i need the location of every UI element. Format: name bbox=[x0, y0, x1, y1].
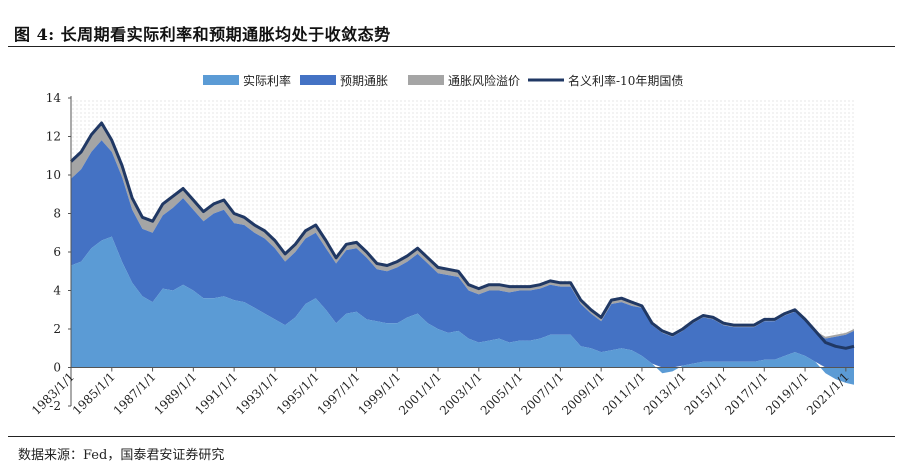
x-tick-label: 2009/1/1 bbox=[559, 370, 607, 418]
legend-swatch bbox=[203, 75, 239, 85]
area-real-rate bbox=[71, 236, 854, 385]
x-tick-label: 2005/1/1 bbox=[478, 370, 526, 418]
nominal-line-layer bbox=[69, 121, 855, 350]
x-tick-label: 2007/1/1 bbox=[518, 370, 566, 418]
x-tick-label: 2013/1/1 bbox=[641, 370, 689, 418]
legend-entry: 实际利率 bbox=[243, 73, 291, 88]
x-tick-label: 2019/1/1 bbox=[763, 370, 811, 418]
y-tick-label: 2 bbox=[53, 322, 61, 336]
x-tick-label: 2011/1/1 bbox=[600, 370, 648, 418]
line-nominal-10y bbox=[69, 121, 855, 350]
title-divider bbox=[8, 46, 895, 47]
x-tick-label: 2015/1/1 bbox=[682, 370, 730, 418]
y-tick-label: -2 bbox=[49, 399, 61, 413]
x-tick-label: 2017/1/1 bbox=[722, 370, 770, 418]
x-axis-ticks: 1983/1/11985/1/11987/1/11989/1/11991/1/1… bbox=[29, 367, 852, 418]
y-tick-label: 8 bbox=[53, 207, 61, 221]
legend-swatch bbox=[408, 75, 444, 85]
x-tick-label: 1997/1/1 bbox=[315, 370, 363, 418]
chart: 实际利率 预期通胀 通胀风险溢价 名义利率-10年期国债 -202468101214 … bbox=[29, 73, 855, 418]
y-axis-ticks: -2 0 2 4 6 8 10 12 14 bbox=[46, 91, 71, 413]
source-note: 数据来源：Fed，国泰君安证券研究 bbox=[18, 448, 225, 463]
x-tick-label: 1995/1/1 bbox=[274, 370, 322, 418]
x-tick-label: 1999/1/1 bbox=[355, 370, 403, 418]
x-tick-label: 2001/1/1 bbox=[396, 370, 444, 418]
legend: 实际利率 预期通胀 通胀风险溢价 名义利率-10年期国债 bbox=[203, 73, 683, 88]
y-tick-label: 10 bbox=[46, 168, 61, 182]
x-tick-label: 2021/1/1 bbox=[804, 370, 852, 418]
y-tick-label: 6 bbox=[53, 245, 61, 259]
x-tick-label: 1987/1/1 bbox=[111, 370, 159, 418]
x-tick-label: 1991/1/1 bbox=[192, 370, 240, 418]
x-tick-label: 1985/1/1 bbox=[70, 370, 118, 418]
x-tick-label: 1993/1/1 bbox=[233, 370, 281, 418]
legend-entry: 预期通胀 bbox=[340, 74, 388, 88]
x-tick-label: 2003/1/1 bbox=[437, 370, 485, 418]
figure-title: 图 4: 长周期看实际利率和预期通胀均处于收敛态势 bbox=[14, 25, 391, 44]
y-tick-label: 4 bbox=[53, 284, 61, 298]
y-tick-label: 12 bbox=[46, 130, 61, 144]
legend-swatch bbox=[300, 75, 336, 85]
y-tick-label: 14 bbox=[46, 91, 62, 105]
x-tick-label: 1989/1/1 bbox=[151, 370, 199, 418]
footer-divider bbox=[8, 436, 895, 437]
legend-entry: 名义利率-10年期国债 bbox=[568, 73, 683, 88]
area-expected-inflation bbox=[71, 140, 854, 368]
area-layers bbox=[71, 123, 854, 385]
y-tick-label: 0 bbox=[53, 361, 61, 375]
legend-entry: 通胀风险溢价 bbox=[448, 73, 520, 88]
